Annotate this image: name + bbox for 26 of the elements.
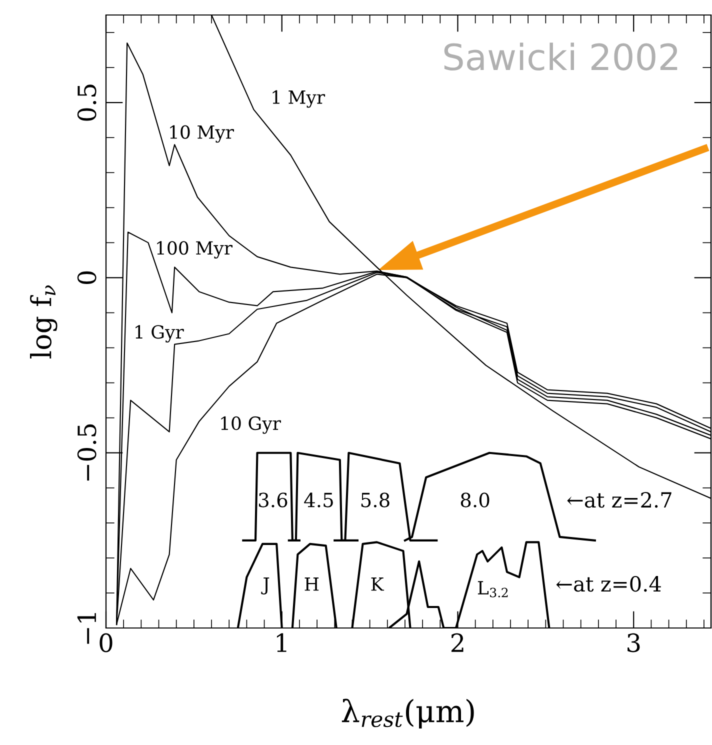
y-tick-label: −1 — [77, 613, 96, 644]
annotation: 4.5 — [304, 492, 333, 508]
annotation: ←at z=2.7 — [567, 492, 672, 508]
x-tick-label: 0 — [100, 633, 112, 652]
annotation: 10 Gyr — [221, 416, 281, 434]
annotation: 10 Myr — [170, 125, 234, 143]
x-tick-label: 2 — [451, 633, 464, 652]
annotation: H — [304, 578, 319, 591]
annotation: 5.8 — [361, 492, 390, 508]
annotation: ←at z=0.4 — [556, 576, 661, 592]
annotation: J — [261, 578, 270, 594]
annotation: 1 Myr — [272, 90, 326, 108]
annotation: 1 Gyr — [136, 325, 184, 342]
annotation: 100 Myr — [157, 241, 232, 259]
y-tick-label: 0 — [77, 271, 96, 284]
annotation: 3.6 — [259, 492, 288, 508]
annotation: L$_{3.2}$ — [478, 581, 508, 598]
annotation: Sawicki 2002 — [444, 42, 678, 71]
y-tick-label: −0.5 — [77, 424, 96, 481]
x-axis-title: λ$_{rest}$(μm) — [342, 698, 474, 728]
y-tick-label: 0.5 — [77, 84, 96, 121]
annotation: K — [371, 578, 384, 591]
x-tick-label: 3 — [628, 633, 640, 652]
annotation: 8.0 — [460, 492, 490, 508]
y-axis-title: log f$_{ν}$ — [30, 285, 58, 358]
x-tick-label: 1 — [276, 633, 286, 652]
